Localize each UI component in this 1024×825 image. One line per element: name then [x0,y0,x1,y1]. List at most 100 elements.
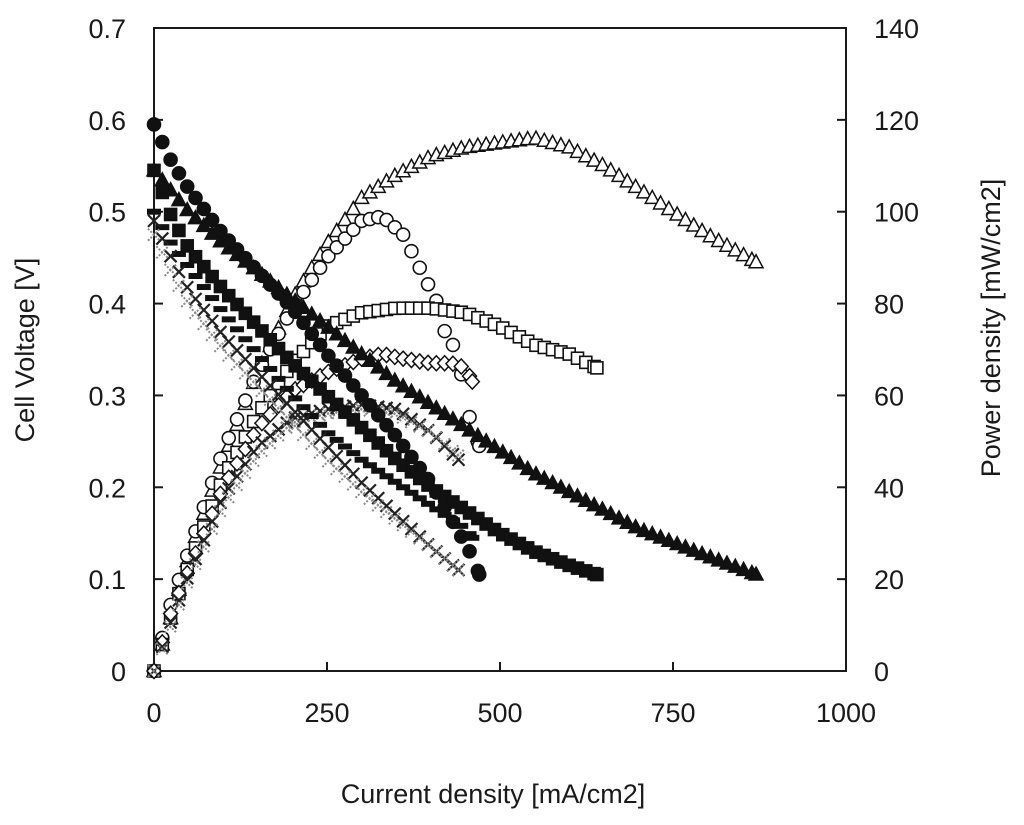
data-point [395,438,411,454]
y2-tick-label: 40 [874,473,904,503]
data-point [271,375,286,382]
data-point [205,314,219,328]
data-point [718,554,736,570]
data-point [321,454,336,468]
data-point [163,239,178,246]
data-point [188,273,203,280]
data-point [263,365,278,372]
data-point [304,326,320,342]
data-point [345,199,362,216]
data-point [371,498,385,512]
data-point [255,444,269,458]
series-2 [146,117,487,582]
data-point [452,415,470,432]
data-point [253,414,270,432]
data-point [396,484,411,491]
data-point [437,551,452,566]
data-point [271,401,286,415]
data-point [560,138,578,154]
data-point [437,511,452,518]
data-point [388,402,402,416]
data-point [412,260,428,276]
data-point [590,567,604,582]
data-point [313,408,327,423]
data-point [280,421,294,435]
data-point [464,373,481,391]
data-point [263,392,277,407]
data-point [511,454,528,470]
data-point [155,134,170,150]
data-point [369,358,387,374]
x-tick-labels: 0 250 500 750 1000 [146,698,876,728]
data-point [404,415,419,429]
data-point [180,576,194,590]
data-point [421,423,435,438]
data-point [345,338,362,354]
data-point [685,541,703,557]
data-point [262,405,279,423]
y-tick-label: 0 [111,657,126,687]
data-point [304,413,319,420]
data-point [643,188,661,205]
data-point [197,259,211,274]
data-point [180,571,194,586]
data-point [188,292,203,306]
data-point [163,152,178,168]
data-point [163,615,178,630]
data-point [602,161,619,177]
data-point [263,429,278,443]
x-axis-title: Current density [mA/cm2] [341,779,646,809]
data-point [362,462,377,469]
data-point [362,398,378,413]
data-point [569,487,586,503]
y-tick-label: 0.4 [88,290,126,320]
data-point [477,432,495,448]
y-axis-title: Cell Voltage [V] [10,258,40,443]
data-point [594,500,611,516]
data-point [590,361,604,375]
data-point [188,190,203,206]
data-point [668,534,686,551]
data-marks [145,117,765,680]
data-point [329,358,344,373]
data-point [602,504,619,521]
data-point [197,540,211,554]
data-point [279,385,294,392]
data-point [445,337,461,353]
data-point [213,504,228,519]
data-point [346,477,361,491]
data-point [462,543,477,559]
data-point [619,513,636,529]
data-point [146,117,162,132]
y2-tick-label: 80 [874,290,904,320]
data-point [303,305,321,321]
data-point [462,531,477,538]
data-point [429,506,444,513]
data-point [727,557,744,573]
data-point [230,478,244,493]
y-tick-label: 0.1 [88,565,126,595]
data-point [436,404,453,421]
data-point [387,478,402,485]
data-point [255,383,269,398]
data-point [147,208,161,215]
data-point [171,166,187,181]
data-point [444,410,462,426]
data-point [321,430,336,437]
data-point [296,315,311,331]
data-point [379,505,394,519]
data-point [337,368,353,383]
data-point [569,142,586,159]
data-point [263,436,277,451]
data-point [187,544,204,563]
x-tick-label: 500 [477,698,522,728]
data-point [204,212,220,228]
data-point [412,495,427,502]
data-point [627,177,644,194]
data-point [437,323,452,339]
data-point [163,207,178,222]
data-point [254,268,270,284]
data-point [486,437,503,454]
data-point [336,331,354,348]
data-point [354,388,369,403]
